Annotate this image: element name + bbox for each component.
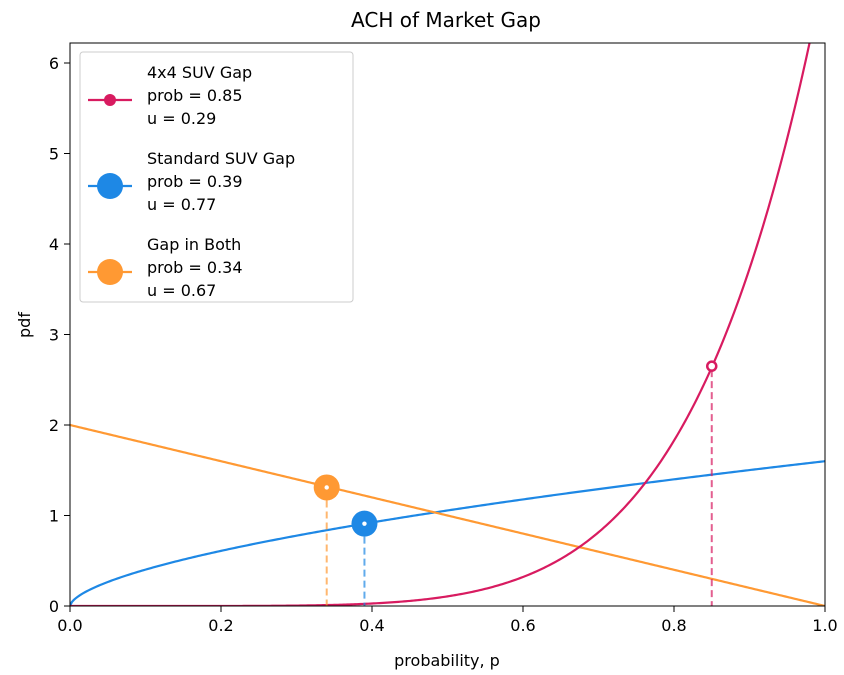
legend-box [79,51,354,303]
axes: 0.0 0.2 0.4 0.6 0.8 1.0 0 1 2 3 4 5 6 [49,54,838,635]
chart-title: ACH of Market Gap [351,8,541,32]
legend-entry-text: 4x4 SUV Gap [147,63,252,82]
legend-entry-text: Standard SUV Gap [147,149,295,168]
legend-entry-text: u = 0.77 [147,195,216,214]
y-tick-label: 0 [49,597,59,616]
y-tick-label: 2 [49,416,59,435]
x-tick-label: 0.2 [208,616,233,635]
legend-entry-text: u = 0.29 [147,109,216,128]
legend-swatch-marker [97,173,123,199]
series-line-2 [70,423,825,606]
x-axis-label: probability, p [394,651,500,670]
marker-center-2 [324,485,329,490]
legend-entry-text: u = 0.67 [147,281,216,300]
y-tick-label: 1 [49,507,59,526]
y-axis-label: pdf [15,312,34,338]
x-tick-label: 0.4 [359,616,384,635]
plot-frame [69,42,826,607]
legend-swatch-marker [97,259,123,285]
series-line-1 [70,460,825,606]
y-tick-label: 6 [49,54,59,73]
x-tick-label: 0.8 [661,616,686,635]
y-tick-label: 4 [49,235,59,254]
legend-swatch-marker [104,94,116,106]
legend-entry-text: prob = 0.34 [147,258,243,277]
legend-entry-text: prob = 0.85 [147,86,243,105]
marker-0 [706,360,718,372]
legend: 4x4 SUV Gap prob = 0.85 u = 0.29 Standard S… [79,51,354,303]
x-tick-label: 0.0 [57,616,82,635]
legend-entry-text: Gap in Both [147,235,241,254]
x-tick-label: 1.0 [812,616,837,635]
y-tick-label: 5 [49,145,59,164]
marker-center-1 [362,521,367,526]
legend-entry-text: prob = 0.39 [147,172,243,191]
y-tick-label: 3 [49,326,59,345]
x-tick-label: 0.6 [510,616,535,635]
